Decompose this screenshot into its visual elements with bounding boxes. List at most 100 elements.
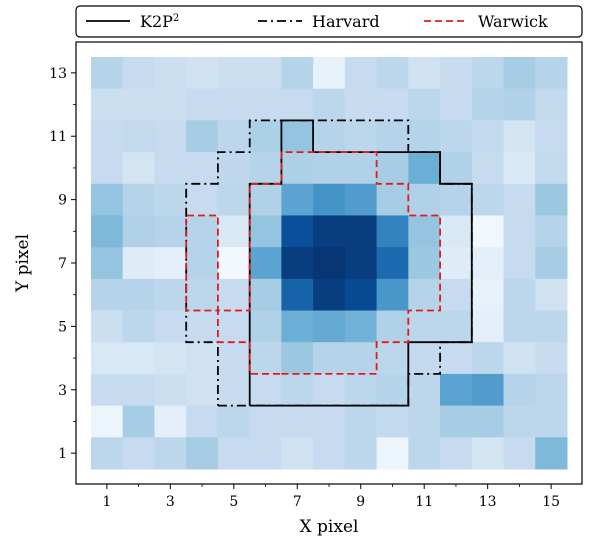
heatmap-cell — [344, 88, 378, 121]
heatmap-cell — [249, 342, 282, 375]
heatmap-cell — [186, 342, 219, 375]
heatmap-cell — [91, 57, 124, 90]
heatmap-cell — [376, 310, 409, 343]
heatmap-cell — [313, 437, 346, 470]
heatmap-cell — [344, 247, 378, 280]
heatmap-cell — [535, 120, 568, 153]
heatmap-cell — [471, 183, 505, 216]
heatmap-cell — [249, 215, 282, 248]
heatmap-cell — [313, 215, 346, 248]
heatmap-cell — [344, 57, 378, 90]
heatmap-cell — [471, 247, 505, 280]
heatmap-cell — [503, 342, 536, 375]
y-tick-label: 9 — [58, 193, 67, 209]
y-tick-label: 3 — [58, 383, 67, 399]
heatmap-cell — [217, 152, 251, 185]
heatmap-cell — [376, 437, 409, 470]
heatmap-cell — [344, 437, 378, 470]
legend-label: Warwick — [478, 12, 548, 31]
x-tick-label: 5 — [229, 494, 238, 510]
heatmap-cell — [535, 57, 568, 90]
aperture-warwick — [185, 151, 442, 375]
legend: K2P2 Harvard Warwick — [75, 5, 583, 38]
heatmap-cell — [503, 373, 536, 407]
y-tick-label: 1 — [58, 446, 67, 462]
heatmap-cell — [122, 437, 155, 470]
heatmap-cell — [91, 88, 124, 121]
heatmap-cell — [503, 437, 536, 470]
heatmap-cell — [217, 373, 251, 407]
heatmap-cell — [503, 183, 536, 216]
heatmap-cell — [535, 437, 568, 470]
heatmap-cell — [281, 88, 314, 121]
heatmap-cell — [281, 437, 314, 470]
heatmap-cell — [154, 437, 187, 470]
heatmap-cell — [471, 57, 505, 90]
x-tick-label: 1 — [102, 494, 111, 510]
x-tick-label: 15 — [542, 494, 560, 510]
y-axis-label: Y pixel — [13, 234, 33, 293]
heatmap-cell — [408, 405, 441, 438]
heatmap-cell — [91, 247, 124, 280]
heatmap-cell — [122, 183, 155, 216]
heatmap-cell — [471, 373, 505, 407]
heatmap-cell — [440, 310, 473, 343]
heatmap-cell — [249, 57, 282, 90]
heatmap-cell — [217, 310, 251, 343]
heatmap-cell — [122, 215, 155, 248]
heatmap-cell — [91, 342, 124, 375]
heatmap-cell — [408, 183, 441, 216]
heatmap-cell — [186, 152, 219, 185]
y-tick-label: 7 — [58, 256, 67, 272]
heatmap-cell — [249, 152, 282, 185]
heatmap-cell — [217, 437, 251, 470]
heatmap-cell — [249, 437, 282, 470]
heatmap-cell — [344, 373, 378, 407]
heatmap-cell — [217, 57, 251, 90]
heatmap-cell — [313, 310, 346, 343]
heatmap-cell — [503, 310, 536, 343]
heatmap-cell — [376, 342, 409, 375]
heatmap-cell — [503, 405, 536, 438]
heatmap-cell — [503, 120, 536, 153]
heatmap-cell — [313, 152, 346, 185]
heatmap-cell — [249, 373, 282, 407]
heatmap-cell — [471, 310, 505, 343]
heatmap-cell — [503, 152, 536, 185]
heatmap-cell — [408, 342, 441, 375]
heatmap-cell — [313, 405, 346, 438]
heatmap-cell — [344, 215, 378, 248]
x-tick-label: 7 — [293, 494, 302, 510]
heatmap-cell — [503, 215, 536, 248]
heatmap-cell — [535, 278, 568, 312]
legend-box — [75, 5, 583, 38]
heatmap-cell — [122, 405, 155, 438]
heatmap-cell — [91, 183, 124, 216]
heatmap-cell — [376, 120, 409, 153]
heatmap-cell — [313, 278, 346, 312]
heatmap-cell — [91, 120, 124, 153]
heatmap-cell — [440, 278, 473, 312]
legend-label: Harvard — [312, 12, 380, 31]
heatmap-cell — [249, 120, 282, 153]
heatmap-cell — [154, 120, 187, 153]
heatmap-cell — [186, 215, 219, 248]
heatmap-cell — [122, 373, 155, 407]
heatmap-cell — [154, 215, 187, 248]
aperture-harvard — [185, 119, 473, 407]
heatmap-cell — [408, 120, 441, 153]
heatmap-cell — [535, 342, 568, 375]
heatmap-cell — [122, 342, 155, 375]
heatmap-cell — [535, 215, 568, 248]
heatmap-cell — [535, 373, 568, 407]
heatmap-cell — [122, 310, 155, 343]
heatmap-cell — [376, 247, 409, 280]
heatmap-cell — [408, 437, 441, 470]
heatmap-cell — [313, 57, 346, 90]
heatmap-cell — [503, 247, 536, 280]
heatmap-cell — [440, 342, 473, 375]
heatmap-cell — [122, 247, 155, 280]
heatmap-cell — [281, 183, 314, 216]
heatmap-cell — [217, 405, 251, 438]
heatmap — [91, 57, 568, 470]
